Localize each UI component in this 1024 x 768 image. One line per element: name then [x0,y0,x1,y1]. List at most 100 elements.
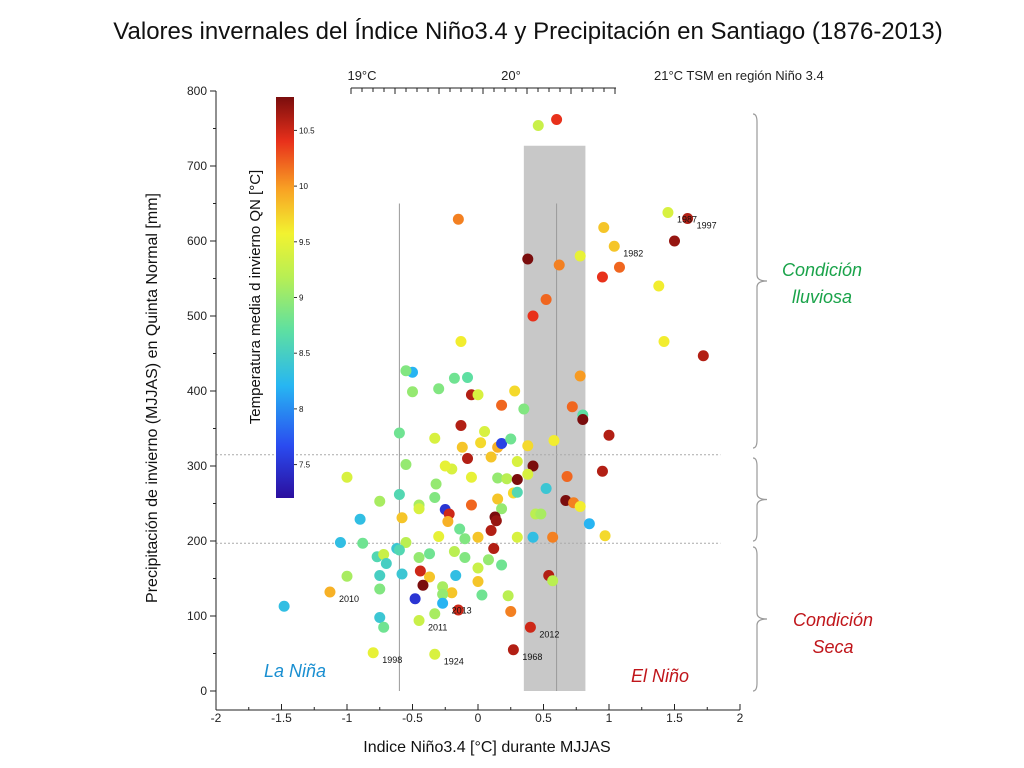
data-point [479,426,491,437]
y-axis-title: Precipitación de invierno (MJJAS) en Qui… [144,193,161,603]
data-point [532,120,544,131]
data-point [522,440,534,452]
x-tick-label: 0 [475,711,482,725]
data-point [476,589,488,601]
data-point [374,583,386,595]
data-point [548,435,560,446]
data-point [465,471,477,483]
data-point [462,453,474,464]
top-axis-label: 20° [501,68,521,83]
data-point [496,399,508,411]
y-tick-label: 700 [187,159,207,173]
data-point [341,471,353,483]
brace-normal [752,457,768,542]
data-point [429,648,441,660]
data-point [496,559,508,571]
data-point [669,235,680,247]
data-point [682,213,694,224]
data-point [527,310,539,322]
data-point [574,501,586,512]
data-point [662,207,674,218]
data-point [522,468,534,480]
data-point [400,459,412,470]
colorbar-tick-label: 10.5 [299,126,315,135]
data-point [374,612,386,623]
data-point [334,537,346,548]
y-tick-label: 500 [187,309,207,323]
data-point [553,259,565,271]
data-point [409,593,421,605]
data-point [454,523,466,535]
data-point [598,222,610,233]
data-point [278,600,290,612]
data-point [507,644,519,656]
data-point [577,414,589,425]
data-point [561,471,573,482]
data-point [472,576,484,587]
data-point [566,401,578,413]
data-point [400,537,412,548]
year-label: 2011 [428,623,447,633]
x-tick-label: -0.5 [402,711,423,725]
data-point [653,280,665,292]
y-tick-label: 200 [187,534,207,548]
data-point [378,549,390,560]
data-point [472,531,484,543]
data-point [413,615,425,626]
data-point [511,456,523,467]
data-point [511,474,523,485]
data-point [540,294,552,305]
data-point [496,438,508,449]
colorbar-gradient [276,97,294,498]
data-point [433,383,445,395]
data-point [472,562,484,574]
points-layer [278,114,709,660]
x-tick-label: 1 [606,711,613,725]
data-point [429,432,441,444]
x-tick-label: 2 [737,711,744,725]
data-point [429,608,441,620]
data-point [488,543,500,554]
data-point [446,587,458,599]
data-point [448,546,460,557]
data-point [547,575,559,587]
year-label: 1968 [522,652,542,662]
top-axis-label: 19°C [347,68,376,83]
data-point [450,570,462,581]
colorbar-tick-label: 9 [299,294,304,303]
brace-rainy [752,113,768,449]
data-point [400,365,412,377]
data-point [540,483,552,494]
data-point [396,512,408,524]
data-point [407,386,418,398]
data-point [502,590,514,602]
y-tick-label: 0 [200,684,207,698]
data-point [456,441,468,453]
data-point [448,372,460,384]
year-label: 1924 [444,656,464,666]
data-point [442,516,454,527]
y-tick-label: 400 [187,384,207,398]
data-point [413,552,425,563]
data-point [574,370,586,382]
year-label: 1987 [677,215,697,225]
condition-annotations: Condición lluviosa Condición Seca La Niña El … [264,113,873,692]
year-label: 1997 [697,221,717,231]
data-point [462,372,474,383]
year-label: 1982 [623,248,643,258]
data-point [367,647,379,659]
data-point [417,579,429,591]
data-point [485,525,497,536]
colorbar-tick-label: 8.5 [299,349,311,358]
data-point [424,571,436,583]
year-label: 2013 [452,605,472,615]
data-point [613,261,625,273]
data-point [393,544,405,556]
data-point [608,240,620,252]
colorbar-tick-label: 10 [299,182,308,191]
data-point [374,495,386,507]
data-point [522,253,534,265]
axes-layer: 0 100 200 300 400 500 600 700 800 -2 -1.5 -1 -0.5 0 0.… [187,68,824,725]
data-point [429,492,441,503]
